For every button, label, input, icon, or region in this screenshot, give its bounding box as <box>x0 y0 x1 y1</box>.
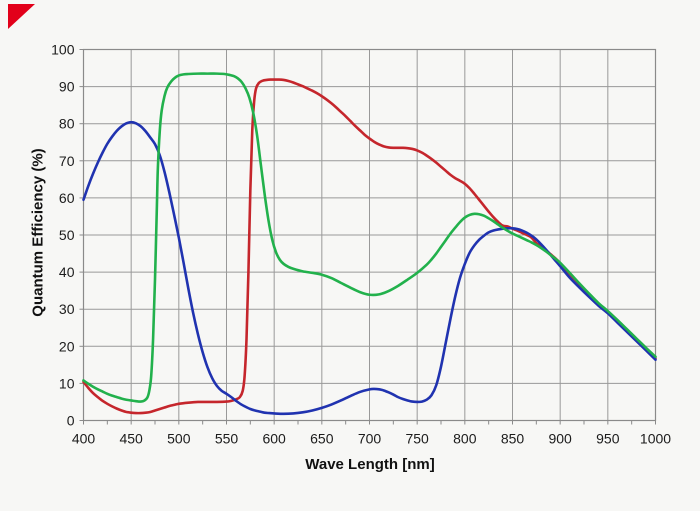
x-tick-label: 800 <box>453 431 477 447</box>
x-axis-title: Wave Length [nm] <box>305 456 435 473</box>
x-tick-label: 900 <box>548 431 572 447</box>
y-axis-title: Quantum Efficiency (%) <box>29 148 47 317</box>
y-tick-label: 40 <box>59 264 75 280</box>
x-tick-label: 750 <box>405 431 429 447</box>
y-tick-label: 50 <box>59 227 75 243</box>
x-tick-label: 650 <box>310 431 334 447</box>
y-tick-label: 10 <box>59 375 75 391</box>
y-tick-label: 90 <box>59 79 75 95</box>
x-tick-label: 450 <box>119 431 143 447</box>
x-tick-label: 700 <box>358 431 382 447</box>
x-tick-label: 1000 <box>640 431 671 447</box>
x-tick-label: 550 <box>215 431 239 447</box>
y-tick-label: 20 <box>59 338 75 354</box>
green-channel-curve <box>82 72 657 403</box>
x-tick-label: 500 <box>167 431 191 447</box>
y-tick-label: 0 <box>67 413 75 429</box>
y-tick-label: 80 <box>59 116 75 132</box>
blue-channel-curve <box>82 120 657 416</box>
y-tick-label: 100 <box>51 42 75 58</box>
y-tick-label: 30 <box>59 301 75 317</box>
x-tick-label: 950 <box>596 431 620 447</box>
x-tick-label: 850 <box>501 431 525 447</box>
x-tick-label: 600 <box>262 431 286 447</box>
y-tick-label: 60 <box>59 190 75 206</box>
x-tick-label: 400 <box>72 431 96 447</box>
y-tick-label: 70 <box>59 153 75 169</box>
red-channel-curve <box>82 78 657 415</box>
